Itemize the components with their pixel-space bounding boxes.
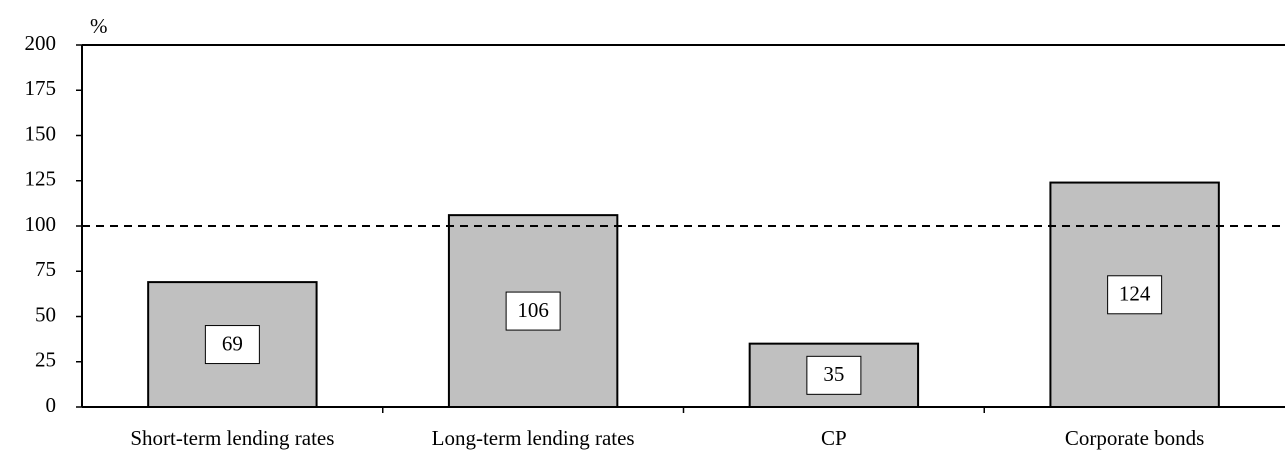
y-tick-label: 75 [35,257,56,281]
data-label-box [1107,275,1163,315]
x-tick-label: Long-term lending rates [432,426,635,450]
y-tick-label: 200 [25,31,57,55]
data-label: 124 [1119,282,1151,306]
x-tick-label: Corporate bonds [1065,426,1204,450]
y-tick-label: 100 [25,212,57,236]
data-label: 106 [517,298,549,322]
y-unit-label: % [90,14,108,38]
data-label: 35 [823,362,844,386]
y-tick-label: 150 [25,121,57,145]
data-label-box [806,355,862,395]
y-tick-label: 125 [25,167,57,191]
data-label-box [505,291,561,331]
data-label: 69 [222,331,243,355]
y-tick-label: 0 [46,393,57,417]
y-tick-label: 175 [25,76,57,100]
data-label-box [204,325,260,365]
y-tick-label: 25 [35,348,56,372]
y-tick-label: 50 [35,302,56,326]
x-tick-label: CP [821,426,847,450]
x-tick-label: Short-term lending rates [130,426,334,450]
